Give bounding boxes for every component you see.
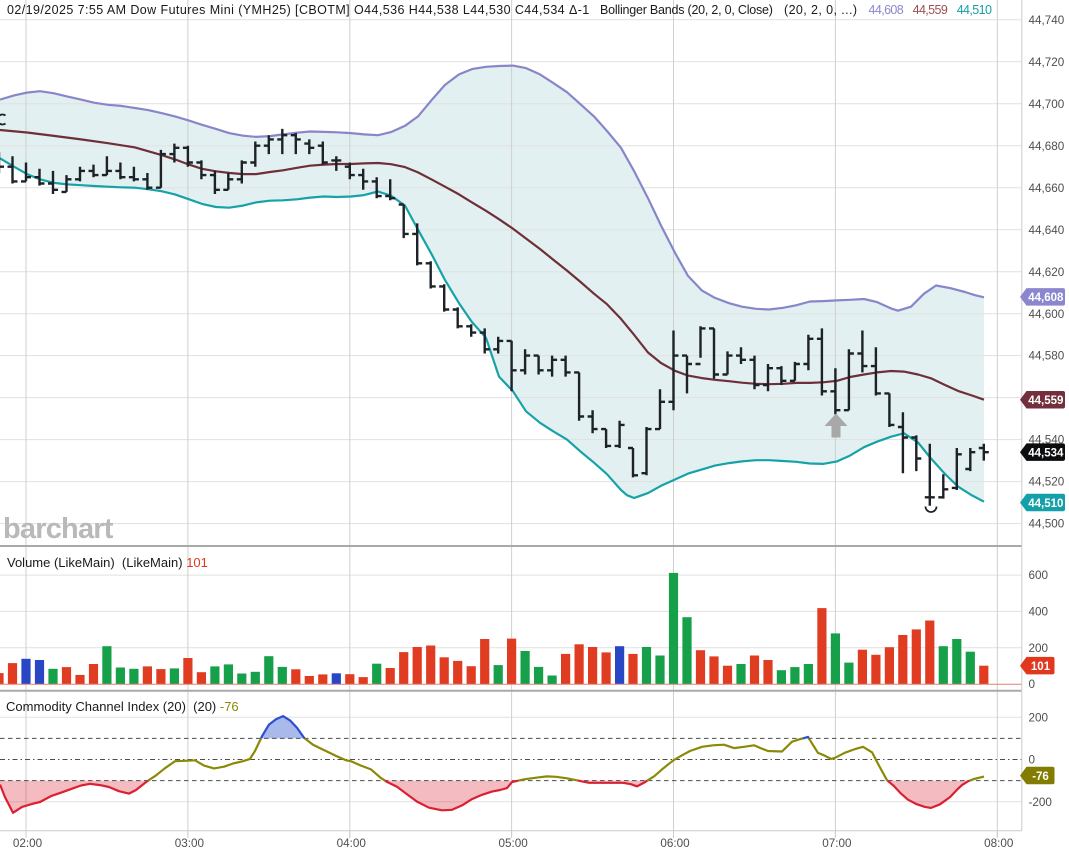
svg-text:08:00: 08:00 [984,837,1014,850]
svg-text:44,608: 44,608 [1028,292,1064,304]
svg-text:44,700: 44,700 [1029,98,1065,111]
svg-text:05:00: 05:00 [498,837,528,850]
svg-text:04:00: 04:00 [337,837,367,850]
svg-text:44,600: 44,600 [1029,308,1065,321]
svg-text:44,500: 44,500 [1029,518,1065,531]
svg-text:44,580: 44,580 [1029,350,1065,363]
svg-text:44,680: 44,680 [1029,140,1065,153]
svg-text:200: 200 [1029,711,1049,724]
svg-text:600: 600 [1029,569,1049,582]
svg-text:-76: -76 [1032,771,1049,783]
svg-text:101: 101 [1031,661,1051,673]
svg-text:03:00: 03:00 [175,837,205,850]
svg-text:44,660: 44,660 [1029,182,1065,195]
svg-text:44,720: 44,720 [1029,56,1065,69]
svg-text:06:00: 06:00 [660,837,690,850]
svg-text:44,534: 44,534 [1028,447,1064,459]
svg-text:44,520: 44,520 [1029,476,1065,489]
svg-text:07:00: 07:00 [822,837,852,850]
svg-text:0: 0 [1029,754,1036,767]
svg-text:44,620: 44,620 [1029,266,1065,279]
svg-text:44,640: 44,640 [1029,224,1065,237]
svg-text:44,559: 44,559 [1028,395,1063,407]
svg-text:400: 400 [1029,606,1049,619]
svg-text:200: 200 [1029,642,1049,655]
svg-text:44,510: 44,510 [1028,498,1063,510]
svg-text:-200: -200 [1029,796,1053,809]
svg-text:02:00: 02:00 [13,837,43,850]
svg-text:0: 0 [1029,678,1036,691]
svg-text:44,740: 44,740 [1029,14,1065,27]
